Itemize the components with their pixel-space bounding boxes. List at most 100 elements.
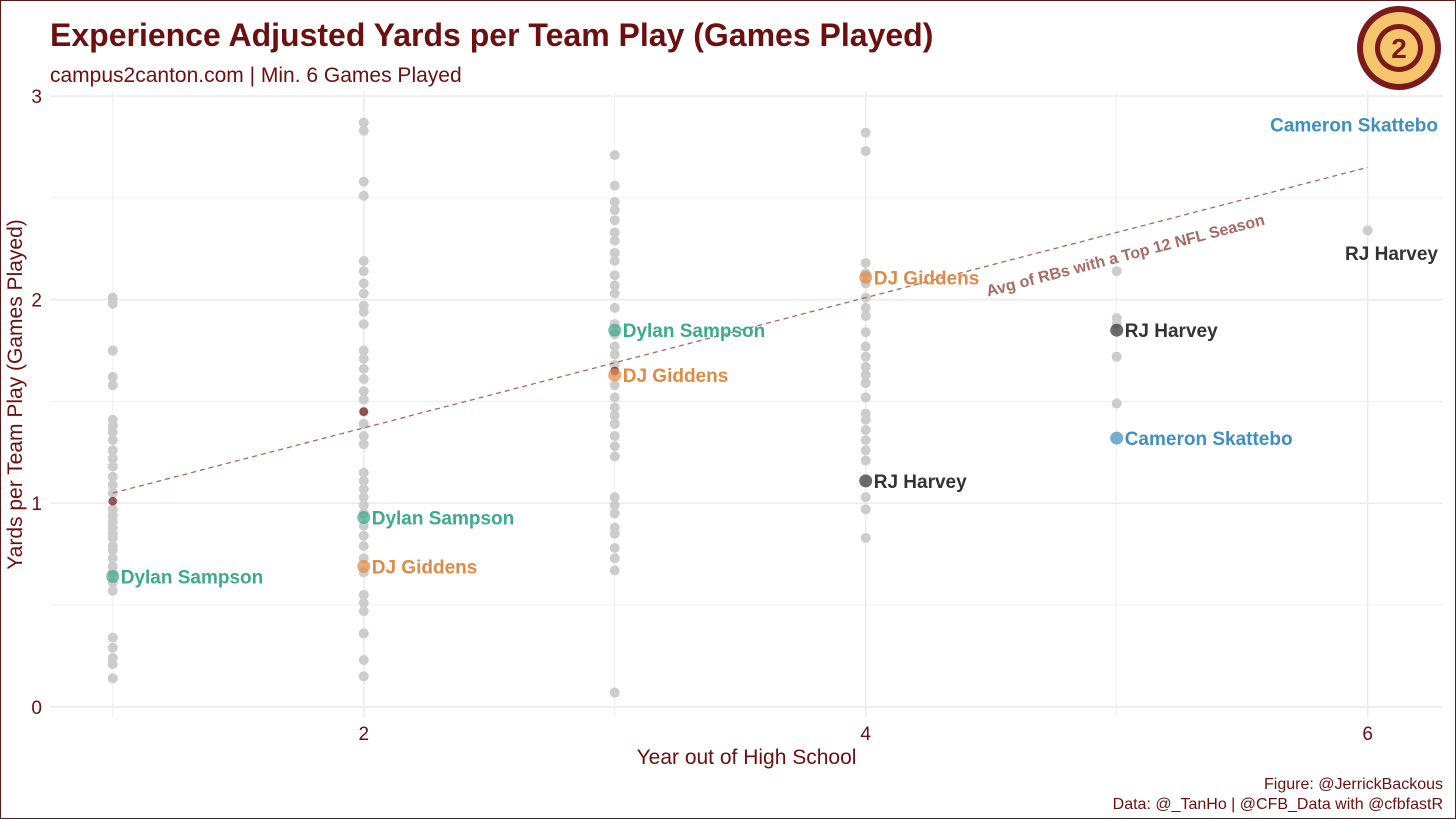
background-point — [358, 654, 369, 665]
player-point — [357, 559, 371, 573]
background-point — [609, 215, 620, 226]
background-point — [358, 500, 369, 511]
background-point — [609, 543, 620, 554]
background-point — [860, 146, 871, 157]
player-point — [357, 510, 371, 524]
background-point — [860, 310, 871, 321]
trend-line-label: Avg of RBs with a Top 12 NFL Season — [985, 212, 1267, 301]
background-points-layer — [107, 117, 1373, 698]
background-point — [358, 628, 369, 639]
background-point — [860, 504, 871, 515]
background-point — [609, 205, 620, 216]
background-point — [358, 117, 369, 128]
background-point — [107, 532, 118, 543]
background-point — [860, 361, 871, 372]
average-point — [108, 496, 118, 506]
background-point — [358, 439, 369, 450]
caption-figure-credit: Figure: @JerrickBackous — [1264, 776, 1443, 793]
background-point — [358, 540, 369, 551]
x-tick-label: 6 — [1362, 724, 1373, 745]
player-point — [106, 570, 120, 584]
background-point — [1111, 351, 1122, 362]
background-point — [860, 351, 871, 362]
background-point — [107, 479, 118, 490]
player-label: DJ Giddens — [623, 366, 729, 387]
background-point — [609, 565, 620, 576]
background-point — [860, 341, 871, 352]
player-point — [608, 323, 622, 337]
y-tick-label: 3 — [31, 87, 42, 108]
background-point — [609, 288, 620, 299]
player-label: RJ Harvey — [1125, 321, 1218, 342]
background-point — [609, 280, 620, 291]
background-point — [609, 392, 620, 403]
background-point — [860, 127, 871, 138]
background-point — [107, 545, 118, 556]
background-point — [107, 642, 118, 653]
background-point — [358, 374, 369, 385]
player-label: Cameron Skattebo — [1270, 116, 1438, 137]
player-label: DJ Giddens — [372, 557, 478, 578]
player-point — [608, 368, 622, 382]
background-point — [609, 402, 620, 413]
background-point — [1111, 398, 1122, 409]
background-point — [358, 589, 369, 600]
x-tick-label: 4 — [860, 724, 871, 745]
y-tick-label: 2 — [31, 291, 42, 312]
background-point — [107, 345, 118, 356]
background-point — [358, 255, 369, 266]
background-point — [860, 532, 871, 543]
background-point — [860, 392, 871, 403]
y-tick-label: 0 — [31, 698, 42, 719]
caption-data-credit: Data: @_TanHo | @CFB_Data with @cfbfastR — [1113, 796, 1443, 813]
background-point — [358, 394, 369, 405]
background-point — [860, 302, 871, 313]
trend-line — [112, 166, 1368, 494]
background-point — [107, 298, 118, 309]
background-point — [358, 492, 369, 503]
background-point — [609, 451, 620, 462]
y-tick-label: 1 — [31, 494, 42, 515]
background-point — [358, 431, 369, 442]
background-point — [107, 453, 118, 464]
axes-layer: 0 1 2 3 2 4 6 Year out of High School Yards per … — [4, 87, 1373, 769]
background-point — [609, 180, 620, 191]
background-point — [609, 150, 620, 161]
player-series-layer: Dylan Sampson Dylan Sampson Dylan Sampson D… — [106, 116, 1438, 589]
background-point — [358, 671, 369, 682]
background-point — [609, 359, 620, 370]
y-axis-title: Yards per Team Play (Games Played) — [4, 219, 27, 570]
player-point — [1110, 323, 1124, 337]
player-label: RJ Harvey — [874, 472, 967, 493]
background-point — [358, 353, 369, 364]
background-point — [107, 632, 118, 643]
background-point — [609, 196, 620, 207]
background-point — [107, 372, 118, 383]
background-point — [107, 461, 118, 472]
background-point — [609, 270, 620, 281]
background-point — [609, 492, 620, 503]
background-point — [609, 500, 620, 511]
background-point — [358, 467, 369, 478]
background-point — [860, 378, 871, 389]
player-point — [1110, 431, 1124, 445]
background-point — [609, 553, 620, 564]
chart-title: Experience Adjusted Yards per Team Play … — [50, 17, 933, 53]
background-point — [107, 426, 118, 437]
background-point — [107, 445, 118, 456]
player-label: Dylan Sampson — [121, 568, 264, 589]
background-point — [107, 380, 118, 391]
background-point — [358, 418, 369, 429]
background-point — [860, 455, 871, 466]
background-point — [358, 319, 369, 330]
background-point — [358, 475, 369, 486]
background-point — [358, 278, 369, 289]
background-point — [358, 266, 369, 277]
campus2canton-logo: 2 — [1357, 6, 1441, 90]
player-label: DJ Giddens — [874, 268, 980, 289]
background-point — [107, 471, 118, 482]
player-label: Dylan Sampson — [623, 321, 766, 342]
background-point — [609, 528, 620, 539]
background-point — [358, 363, 369, 374]
